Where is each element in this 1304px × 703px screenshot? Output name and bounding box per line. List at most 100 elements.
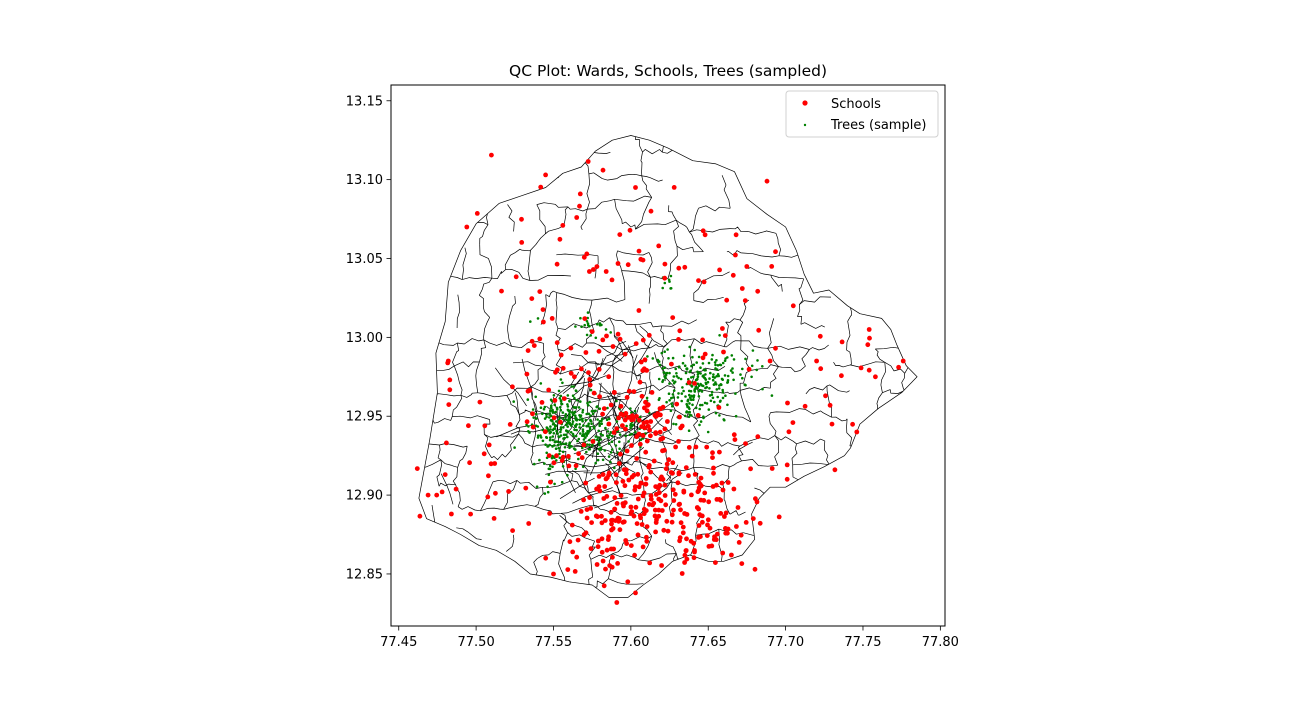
tree-point	[590, 422, 593, 426]
ward-boundary	[571, 393, 588, 400]
ward-boundary	[588, 172, 617, 181]
school-point	[723, 526, 728, 531]
tree-point	[708, 377, 711, 380]
school-point	[577, 203, 582, 209]
tree-point	[577, 406, 581, 409]
school-point	[446, 402, 452, 407]
school-point	[676, 337, 681, 342]
tree-point	[551, 438, 555, 442]
ward-boundary	[588, 490, 620, 494]
ward-boundary	[729, 510, 746, 516]
school-point	[674, 401, 680, 407]
ward-boundary	[608, 578, 644, 585]
school-point	[600, 167, 606, 173]
school-point	[742, 298, 748, 303]
school-point	[676, 471, 682, 477]
school-point	[606, 534, 611, 540]
tree-point	[711, 396, 715, 400]
school-point	[466, 423, 471, 429]
y-tick-label: 13.05	[346, 252, 383, 267]
tree-point	[539, 434, 542, 437]
school-point	[444, 440, 449, 446]
school-point	[681, 489, 687, 495]
tree-point	[597, 429, 600, 433]
tree-point	[718, 384, 721, 387]
school-point	[709, 543, 715, 549]
school-point	[577, 191, 583, 197]
school-point	[679, 423, 685, 429]
tree-point	[556, 443, 560, 447]
school-point	[594, 562, 600, 567]
school-point	[647, 427, 652, 433]
tree-point	[662, 371, 666, 374]
tree-point	[533, 462, 536, 466]
tree-point	[553, 403, 556, 407]
tree-point	[562, 433, 566, 437]
tree-point	[707, 361, 711, 365]
school-point	[642, 425, 648, 431]
tree-point	[548, 416, 551, 419]
school-point	[802, 403, 808, 409]
school-point	[625, 579, 631, 585]
school-point	[618, 403, 624, 409]
tree-point	[560, 480, 564, 484]
school-point	[686, 473, 691, 479]
school-point	[604, 547, 610, 553]
school-point	[414, 466, 420, 471]
ward-boundary	[598, 383, 634, 414]
school-point	[482, 423, 488, 429]
ward-boundary	[634, 321, 662, 328]
school-point	[537, 289, 543, 294]
tree-point	[597, 436, 600, 439]
ward-boundary	[665, 539, 677, 554]
tree-point	[599, 438, 603, 441]
ward-boundary	[527, 250, 531, 281]
ward-boundary	[639, 462, 645, 495]
school-point	[599, 549, 605, 555]
school-point	[866, 367, 872, 373]
ward-boundary	[452, 467, 459, 485]
school-point	[588, 546, 594, 551]
tree-point	[694, 406, 698, 410]
ward-boundary	[477, 392, 507, 398]
school-point	[641, 511, 647, 517]
school-point	[572, 374, 577, 380]
tree-point	[566, 473, 569, 477]
school-point	[477, 399, 483, 405]
tree-point	[559, 428, 563, 431]
ward-boundary	[591, 297, 625, 303]
ward-boundary	[609, 317, 635, 325]
school-point	[624, 467, 629, 473]
tree-point	[684, 395, 687, 398]
school-point	[549, 316, 555, 321]
school-point	[786, 429, 792, 435]
ward-boundary	[505, 534, 515, 552]
ward-boundary	[580, 209, 588, 231]
school-point	[684, 536, 689, 542]
school-point	[636, 431, 642, 437]
tree-point	[547, 429, 551, 432]
school-point	[582, 316, 588, 321]
school-point	[531, 343, 537, 348]
ward-boundary	[718, 442, 741, 447]
tree-point	[574, 325, 577, 328]
legend: Schools Trees (sample)	[785, 90, 939, 138]
ward-boundary	[588, 492, 598, 507]
school-point	[676, 265, 682, 271]
ward-boundary	[567, 532, 595, 542]
ward-boundary	[475, 361, 480, 393]
ward-boundary	[661, 319, 697, 327]
tree-point	[606, 406, 609, 410]
ward-boundary	[673, 219, 679, 247]
ward-boundary	[461, 247, 467, 280]
school-point	[653, 431, 659, 436]
tree-point	[528, 431, 531, 434]
tree-point	[679, 377, 683, 381]
school-point	[692, 548, 697, 553]
school-point	[680, 530, 686, 536]
ward-boundary	[605, 447, 645, 480]
school-point	[601, 583, 607, 589]
tree-point	[566, 435, 569, 439]
school-point	[612, 495, 618, 501]
